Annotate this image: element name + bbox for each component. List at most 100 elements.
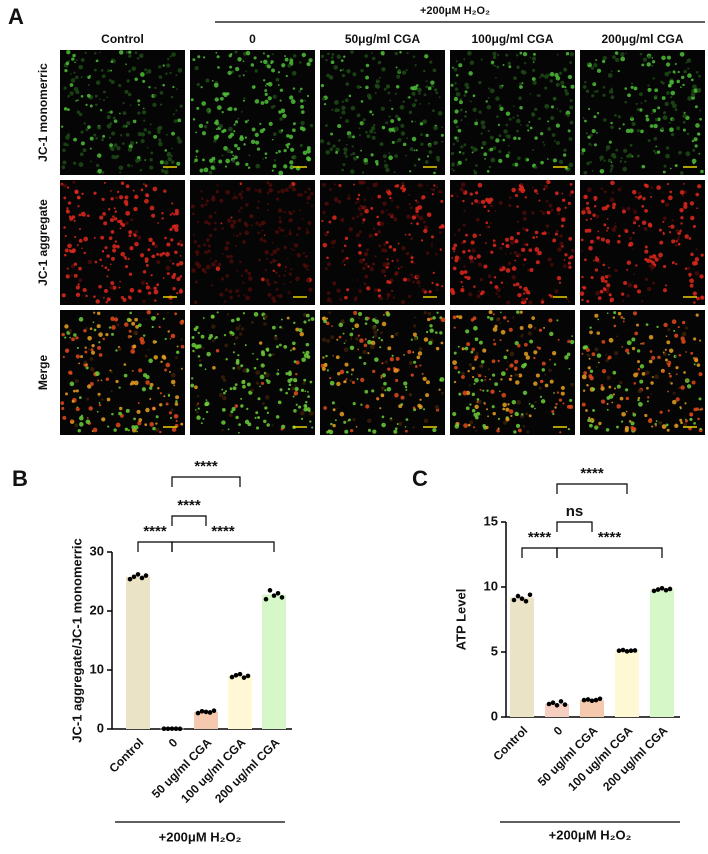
cell-dot (95, 59, 99, 63)
cell-dot (430, 188, 433, 191)
cell-dot (134, 51, 138, 54)
cell-dot (268, 188, 274, 193)
cell-dot (247, 119, 250, 122)
cell-dot (295, 372, 298, 376)
cell-dot (552, 238, 557, 243)
cell-dot (616, 425, 619, 429)
cell-dot (622, 299, 625, 302)
cell-dot (401, 245, 406, 251)
cell-dot (164, 236, 167, 240)
cell-dot (253, 366, 257, 370)
cell-dot (397, 242, 400, 245)
cell-dot (135, 158, 140, 163)
cell-dot (380, 106, 385, 111)
cell-dot (128, 144, 133, 149)
cell-dot (547, 232, 550, 235)
cell-dot (120, 181, 125, 185)
cell-dot (556, 391, 560, 394)
cell-dot (674, 244, 678, 247)
cell-dot (351, 216, 355, 220)
cell-dot (170, 160, 175, 165)
cell-dot (632, 208, 635, 211)
cell-dot (292, 87, 296, 90)
cell-dot (344, 154, 348, 158)
cell-dot (439, 379, 442, 382)
cell-dot (102, 134, 106, 138)
cell-dot (144, 184, 148, 188)
cell-dot (97, 345, 102, 350)
cell-dot (692, 357, 695, 359)
cell-dot (516, 255, 519, 257)
cell-dot (262, 52, 265, 55)
cell-dot (123, 255, 127, 259)
cell-dot (374, 255, 377, 258)
cell-dot (118, 83, 122, 88)
cell-dot (153, 134, 158, 139)
cell-dot (320, 54, 325, 59)
cell-dot (541, 368, 546, 372)
cell-dot (608, 266, 610, 269)
cell-dot (211, 339, 215, 343)
cell-dot (200, 203, 205, 208)
cell-dot (113, 207, 116, 210)
cell-dot (365, 130, 368, 134)
cell-dot (605, 145, 611, 150)
cell-dot (545, 200, 549, 203)
cell-dot (349, 379, 353, 383)
cell-dot (522, 216, 527, 221)
cell-dot (102, 296, 105, 299)
cell-dot (489, 147, 494, 152)
cell-dot (150, 274, 153, 277)
cell-dot (323, 363, 328, 368)
cell-dot (475, 217, 480, 222)
cell-dot (633, 210, 638, 214)
cell-dot (412, 426, 415, 429)
cell-dot (174, 208, 179, 213)
cell-dot (686, 266, 691, 271)
cell-dot (226, 218, 232, 224)
cell-dot (414, 64, 417, 67)
cell-dot (409, 170, 412, 173)
cell-dot (386, 292, 391, 298)
cell-dot (140, 280, 146, 286)
data-point (511, 597, 517, 603)
cell-dot (204, 220, 209, 225)
cell-dot (454, 365, 458, 370)
cell-dot (519, 124, 522, 126)
cell-dot (675, 229, 680, 233)
cell-dot (203, 167, 209, 173)
cell-dot (625, 410, 628, 413)
cell-dot (644, 413, 648, 418)
cell-dot (424, 54, 429, 59)
cell-dot (670, 100, 675, 105)
cell-dot (582, 389, 586, 392)
cell-dot (127, 295, 132, 299)
cell-dot (251, 85, 256, 89)
cell-dot (627, 93, 631, 98)
cell-dot (379, 346, 382, 349)
cell-dot (623, 280, 628, 285)
cell-dot (527, 323, 533, 329)
cell-dot (87, 348, 90, 351)
cell-dot (514, 239, 519, 244)
cell-dot (254, 99, 260, 104)
column-header: 0 (249, 32, 256, 46)
cell-dot (142, 79, 146, 83)
cell-dot (341, 100, 345, 103)
cell-dot (637, 289, 642, 294)
cell-dot (649, 124, 654, 128)
cell-dot (288, 210, 292, 214)
cell-dot (158, 141, 163, 147)
cell-dot (257, 200, 261, 203)
cell-dot (515, 118, 521, 124)
cell-dot (419, 398, 422, 401)
cell-dot (480, 360, 485, 364)
cell-dot (688, 272, 692, 277)
cell-dot (78, 317, 84, 322)
cell-dot (453, 243, 458, 248)
cell-dot (538, 328, 543, 332)
cell-dot (492, 327, 498, 332)
cell-dot (468, 71, 473, 76)
cell-dot (69, 83, 74, 87)
cell-dot (266, 54, 270, 58)
